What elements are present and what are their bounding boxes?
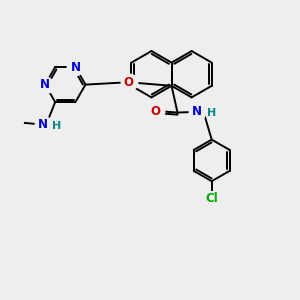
Text: O: O [124, 76, 134, 89]
Text: N: N [192, 106, 202, 118]
Text: O: O [151, 105, 161, 118]
Text: H: H [207, 108, 216, 118]
Text: N: N [70, 61, 80, 74]
Text: N: N [40, 78, 50, 91]
Text: Cl: Cl [205, 192, 218, 205]
Text: H: H [52, 121, 61, 131]
Text: N: N [38, 118, 48, 131]
